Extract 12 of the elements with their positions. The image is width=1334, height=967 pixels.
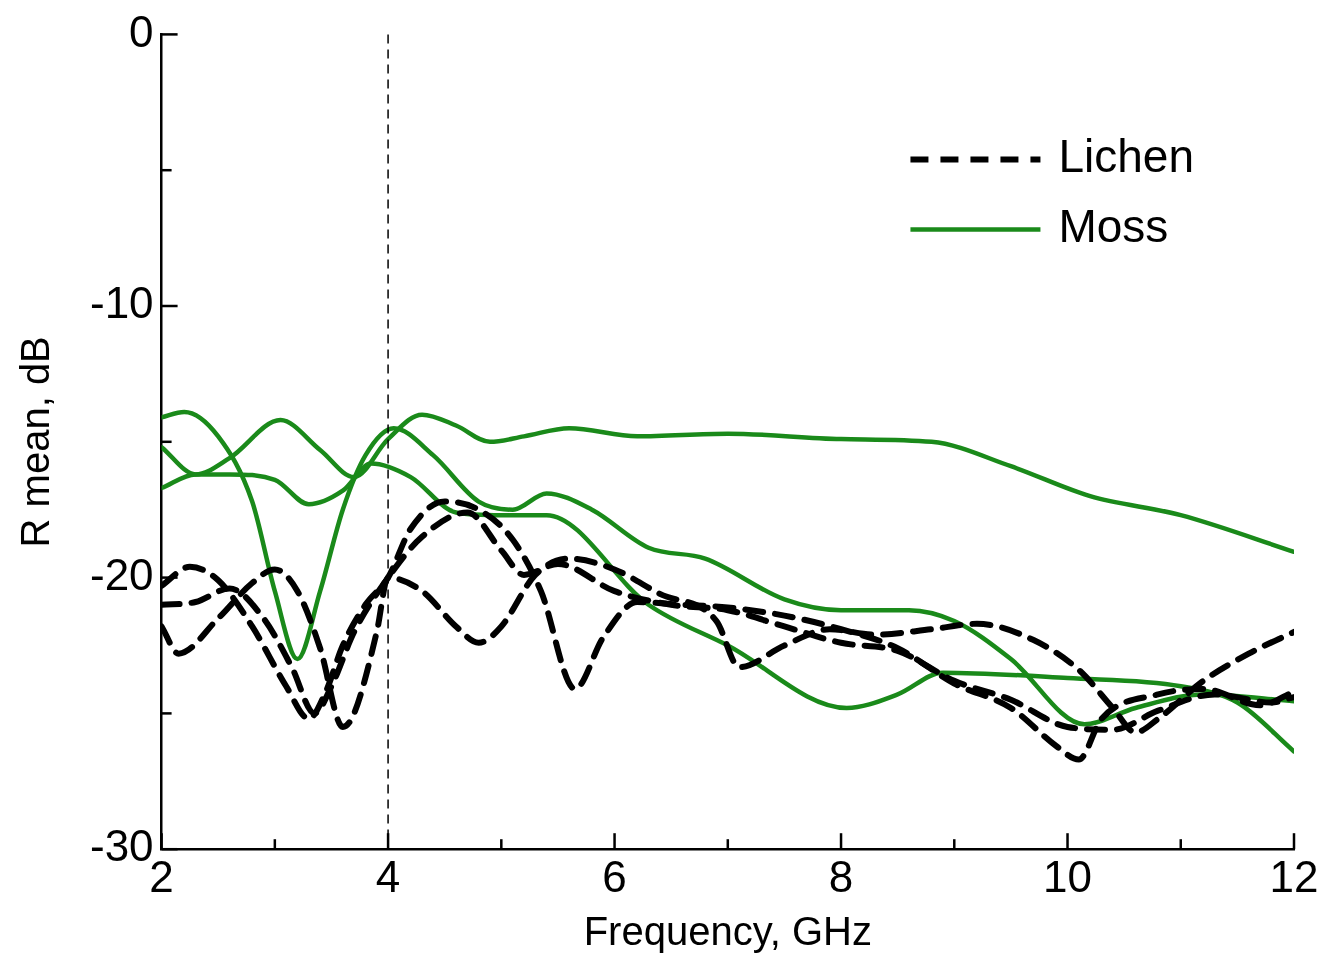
y-axis-title: R mean, dB	[13, 336, 58, 548]
y-tick-label: -10	[90, 278, 154, 328]
x-tick-label: 12	[1269, 851, 1319, 901]
legend-label: Moss	[1058, 200, 1169, 253]
x-axis-title: Frequency, GHz	[583, 909, 872, 954]
x-tick-label: 4	[375, 851, 401, 901]
legend-label: Lichen	[1058, 130, 1195, 183]
y-tick-label: -20	[90, 549, 154, 599]
x-tick-label: 6	[602, 851, 627, 901]
y-tick-label: 0	[129, 6, 154, 56]
x-tick-label: 8	[828, 851, 854, 901]
x-tick-label: 10	[1043, 851, 1092, 901]
